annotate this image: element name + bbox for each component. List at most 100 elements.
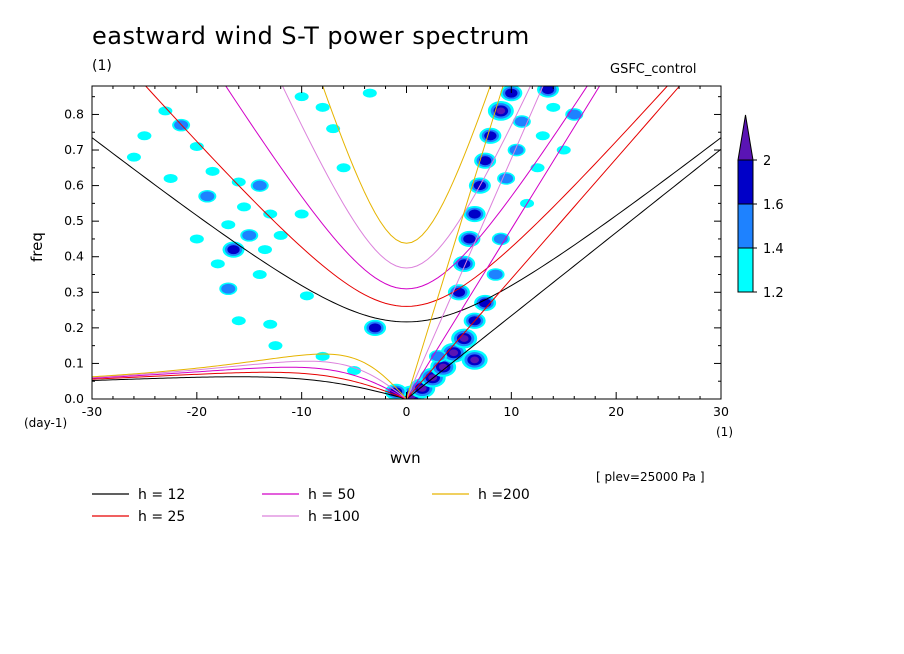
dispersion-set-h25 [92,86,681,399]
contour-fill-1.2 [268,341,283,351]
contour-fill-1.4 [221,283,236,294]
contour-blob [263,319,278,329]
y-tick-label: 0.1 [64,355,84,370]
colorbar-segment [737,159,754,205]
contour-fill-1.2 [257,245,272,255]
legend-item: h =200 [432,487,530,503]
contour-blob [461,349,488,370]
y-tick-label: 0.3 [64,284,84,299]
kelvin-wave-h25 [406,86,681,399]
contour-fill-1.6 [541,86,555,95]
contour-fill-1.2 [231,316,246,326]
contour-fill-1.2 [362,88,377,98]
contour-blob [257,245,272,255]
contour-fill-1.6 [227,245,240,255]
contour-blob [198,189,217,203]
contour-blob [250,179,269,192]
contour-blob [326,124,341,134]
contour-blob [189,234,204,244]
colorbar-segment [737,203,754,249]
contour-fill-1.4 [509,145,524,155]
x-axis-label: wvn [390,449,421,467]
contour-fill-1.6 [484,131,497,141]
contour-fill-1.4 [493,234,508,244]
legend-label: h = 12 [138,487,185,503]
contour-blob [252,270,267,280]
kelvin-wave-h50 [406,86,601,399]
contour-fill-1.4 [242,230,257,241]
contour-blob [487,100,514,121]
contour-fill-1.4 [200,191,215,202]
inertia-gravity-wave-h50 [225,86,588,290]
contour-blob [500,86,523,102]
kelvin-wave-h100 [406,86,544,399]
inertia-gravity-wave-h200 [322,86,491,244]
colorbar-label: 1.2 [763,286,784,301]
contour-blob [273,230,288,240]
contour-fill-1.2 [530,163,545,173]
contour-blob [537,86,560,98]
x-tick-label: 30 [713,404,729,419]
dispersion-set-h12 [92,137,721,399]
contour-fill-1.2 [231,177,246,187]
x-tick-label: -30 [82,404,102,419]
colorbar-segment [737,247,754,293]
contour-blob [189,141,204,151]
contour-blob [362,88,377,98]
legend-item: h = 50 [262,487,355,503]
contour-fill-1.2 [294,92,309,102]
contour-fill-1.2 [315,102,330,112]
contour-blob [458,230,481,248]
contour-fill-1.2 [163,173,178,183]
contour-fill-1.2 [126,152,141,162]
contour-blob [546,102,561,112]
contour-fill-1.2 [137,131,152,141]
contour-fill-2 [496,107,506,115]
contour-fill-1.4 [514,116,529,127]
contour-blob [268,341,283,351]
x-tick-label: 20 [608,404,624,419]
contour-fill-1.2 [294,209,309,219]
contour-fill-1.2 [237,202,252,212]
inertia-gravity-wave-h25 [144,86,669,307]
title-units: (1) [92,58,112,74]
contour-fill-1.2 [326,124,341,134]
contour-blob [231,177,246,187]
contour-fill-1.2 [556,145,571,155]
legend-label: h =100 [308,509,360,525]
contour-fill-1.2 [263,209,278,219]
colorbar-label: 2 [763,154,771,169]
contour-blob [315,102,330,112]
y-tick-label: 0.2 [64,320,84,335]
inertia-gravity-wave-h12 [92,137,721,323]
contour-fill-1.2 [546,102,561,112]
contour-fill-1.6 [505,88,518,98]
contour-blob [219,282,238,296]
contour-fill-1.2 [263,319,278,329]
contour-blob [231,316,246,326]
contour-fill-1.4 [567,109,582,120]
contour-fill-1.2 [252,270,267,280]
contour-fill-2 [417,384,427,392]
x-tick-label: 10 [503,404,519,419]
contour-fill-1.2 [189,141,204,151]
legend-item: h =100 [262,509,360,525]
kelvin-wave-h200 [406,86,504,399]
contour-blob [347,366,362,376]
y-tick-label: 0.5 [64,213,84,228]
y-tick-label: 0.7 [64,142,84,157]
colorbar-label: 1.6 [763,198,784,213]
kelvin-wave-h12 [406,148,721,399]
contour-fill-1.2 [535,131,550,141]
contour-blob [364,319,387,336]
contour-blob [221,220,236,230]
contour-fill-layer [126,86,584,399]
legend-item: h = 12 [92,487,185,503]
dispersion-curve-layer [92,86,721,399]
rossby-wave-h25 [92,371,407,399]
contour-blob [126,152,141,162]
x-tick-label: -20 [187,404,207,419]
contour-blob [137,131,152,141]
contour-fill-1.2 [158,106,173,116]
contour-blob [447,284,470,301]
